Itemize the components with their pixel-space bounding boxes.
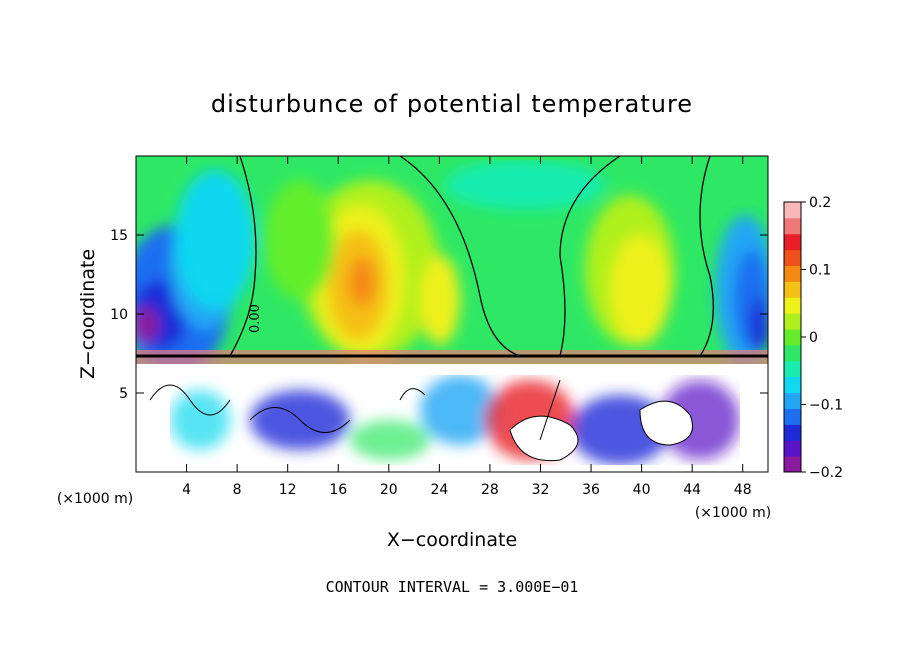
y-tick-label: 5 bbox=[119, 386, 128, 402]
colorbar-tick-label: −0.1 bbox=[809, 398, 843, 414]
x-tick-label: 36 bbox=[582, 482, 600, 498]
x-tick-label: 40 bbox=[633, 482, 651, 498]
x-tick-label: 28 bbox=[481, 482, 499, 498]
colorbar-swatch bbox=[784, 440, 801, 457]
x-tick-label: 4 bbox=[182, 482, 191, 498]
x-tick-label: 48 bbox=[734, 482, 752, 498]
colorbar-swatch bbox=[784, 408, 801, 425]
colorbar-swatch bbox=[784, 297, 801, 314]
zero-contours bbox=[136, 156, 768, 358]
x-tick-label: 20 bbox=[380, 482, 398, 498]
y-axis-title: Z−coordinate bbox=[77, 249, 99, 379]
contour-label: 0.00 bbox=[248, 304, 263, 333]
colorbar-swatch bbox=[784, 360, 801, 378]
x-axis-title: X−coordinate bbox=[387, 529, 517, 551]
chart-title: disturbunce of potential temperature bbox=[211, 90, 693, 118]
colorbar-swatch bbox=[784, 344, 801, 362]
colorbar-swatch bbox=[784, 202, 801, 219]
colorbar-tick-label: −0.2 bbox=[809, 465, 843, 481]
x-tick-label: 44 bbox=[683, 482, 701, 498]
plot-area bbox=[136, 156, 768, 472]
upper-field bbox=[136, 160, 768, 375]
x-tick-label: 16 bbox=[329, 482, 347, 498]
y-axis: 5 10 15 bbox=[110, 228, 768, 402]
x-unit-label-right: (×1000 m) bbox=[695, 505, 771, 521]
colorbar: 0.2 0.1 0 −0.1 −0.2 bbox=[783, 195, 843, 481]
colorbar-swatch bbox=[784, 313, 801, 330]
x-axis: 4 8 12 16 20 24 28 32 36 40 44 48 bbox=[182, 156, 752, 498]
y-tick-label: 10 bbox=[110, 307, 128, 323]
colorbar-swatch bbox=[784, 424, 801, 441]
colorbar-swatch bbox=[784, 456, 801, 473]
x-tick-label: 24 bbox=[430, 482, 448, 498]
colorbar-swatch bbox=[784, 249, 801, 267]
x-tick-label: 12 bbox=[279, 482, 297, 498]
colorbar-tick-label: 0.2 bbox=[809, 195, 831, 211]
x-tick-label: 32 bbox=[532, 482, 550, 498]
colorbar-tick-label: 0 bbox=[809, 330, 818, 346]
contour-interval-note: CONTOUR INTERVAL = 3.000E−01 bbox=[326, 578, 579, 596]
colorbar-swatch bbox=[784, 392, 801, 409]
colorbar-swatch bbox=[784, 233, 801, 251]
x-tick-label: 8 bbox=[233, 482, 242, 498]
colorbar-swatch bbox=[784, 217, 801, 235]
colorbar-swatch bbox=[784, 281, 801, 298]
x-unit-label: (×1000 m) bbox=[57, 491, 133, 507]
y-tick-label: 15 bbox=[110, 228, 128, 244]
colorbar-tick-label: 0.1 bbox=[809, 263, 831, 279]
lower-contours bbox=[149, 379, 693, 462]
colorbar-swatch bbox=[784, 376, 801, 394]
colorbar-swatch bbox=[784, 265, 801, 282]
colorbar-swatch bbox=[784, 329, 801, 346]
